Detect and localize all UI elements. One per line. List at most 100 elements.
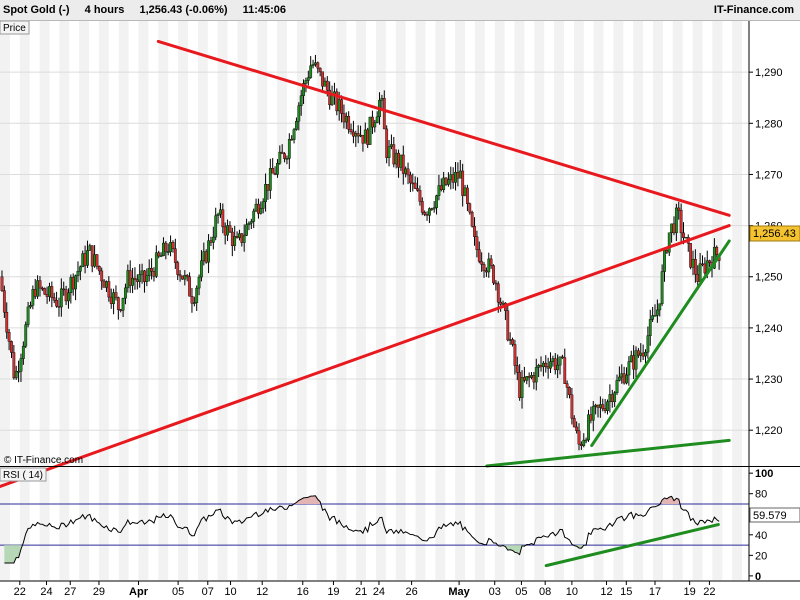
candle-body (17, 371, 21, 373)
candle-body (447, 179, 450, 185)
price-trendline (0, 224, 731, 488)
candle-body (539, 365, 543, 368)
candle-body (449, 174, 453, 180)
candle-body (366, 129, 370, 145)
candle-body (131, 277, 134, 286)
candle-body (456, 171, 460, 179)
candle-body (349, 129, 353, 133)
candle-body (93, 254, 96, 267)
candle-body (496, 283, 500, 303)
day-stripe (138, 21, 149, 580)
candle-body (88, 245, 92, 251)
candle-body (50, 286, 54, 298)
day-stripe (356, 21, 367, 580)
candle-body (347, 116, 351, 130)
x-tick-label: 22 (703, 586, 715, 598)
candle-body (74, 275, 77, 290)
day-stripe (593, 21, 604, 580)
candle-body (116, 297, 120, 310)
x-tick-label: 15 (620, 586, 632, 598)
day-stripe (237, 21, 248, 580)
candle-body (188, 276, 191, 297)
candle-body (323, 80, 327, 87)
candle-body (636, 350, 640, 356)
candle-body (674, 207, 678, 234)
candle-body (558, 356, 562, 366)
candle-body (230, 231, 234, 246)
x-tick-label: May (448, 586, 470, 598)
candle-body (352, 131, 355, 137)
candle-body (124, 287, 127, 299)
candle-body (522, 377, 526, 381)
candle-body (10, 341, 13, 353)
x-tick-label: 16 (297, 586, 309, 598)
candle-body (392, 144, 396, 165)
candle-body (57, 306, 61, 308)
candle-body (537, 365, 541, 368)
candle-body (425, 214, 429, 216)
price-panel-label: Price (3, 23, 26, 34)
candle-body (530, 375, 533, 378)
candle-body (463, 187, 467, 196)
x-tick-label: 10 (224, 586, 236, 598)
candle-body (549, 361, 552, 369)
candle-body (397, 152, 400, 168)
candle-body (185, 275, 189, 277)
chart-header: Spot Gold (-) 4 hours 1,256.43 (-0.06%) … (0, 0, 800, 21)
candle-body (209, 240, 213, 243)
candle-body (575, 426, 579, 432)
candle-body (126, 270, 130, 289)
price-trendline (156, 39, 731, 217)
candle-body (587, 414, 590, 441)
candle-body (100, 270, 104, 282)
candle-body (568, 387, 571, 396)
candle-body (454, 171, 457, 183)
x-tick-label: 12 (256, 586, 268, 598)
candle-body (173, 248, 177, 263)
chart-canvas[interactable]: 1,2201,2301,2401,2501,2601,2701,2801,290… (0, 21, 800, 600)
candle-body (461, 170, 465, 196)
candle-body (368, 116, 372, 145)
candle-body (632, 355, 636, 370)
interval: 4 hours (84, 4, 125, 16)
day-stripe (98, 21, 109, 580)
candle-body (340, 99, 343, 114)
candle-body (81, 253, 85, 268)
candle-body (525, 376, 529, 381)
candle-body (76, 271, 80, 276)
candle-body (541, 362, 545, 368)
x-tick-label: 21 (355, 586, 367, 598)
price-tick-label: 1,280 (755, 118, 783, 130)
candle-body (169, 242, 172, 252)
rsi-trendline (544, 523, 720, 568)
candle-body (78, 266, 82, 272)
candle-body (494, 282, 498, 285)
candle-body (641, 352, 645, 357)
candle-body (646, 335, 650, 353)
x-tick-label: 29 (93, 586, 105, 598)
candle-body (644, 351, 647, 357)
candle-body (97, 266, 101, 272)
candle-body (257, 203, 260, 214)
candle-body (83, 253, 87, 266)
candle-body (665, 250, 669, 253)
candle-body (527, 376, 531, 378)
candle-body (152, 271, 156, 277)
price-tick-label: 1,220 (755, 425, 783, 437)
candle-body (216, 213, 220, 216)
candle-body (371, 116, 374, 128)
candle-body (589, 414, 593, 421)
candle-body (135, 279, 139, 282)
candle-body (532, 375, 536, 383)
candle-body (171, 242, 175, 249)
candle-body (617, 376, 621, 381)
rsi-tick-label: 80 (755, 489, 767, 501)
candle-body (114, 292, 118, 298)
candle-body (268, 168, 272, 191)
day-stripe (277, 21, 287, 580)
candle-body (247, 222, 251, 225)
price-panel-label-box (0, 21, 30, 35)
candle-body (451, 174, 455, 183)
day-stripe (316, 21, 327, 580)
candle-body (52, 297, 56, 301)
